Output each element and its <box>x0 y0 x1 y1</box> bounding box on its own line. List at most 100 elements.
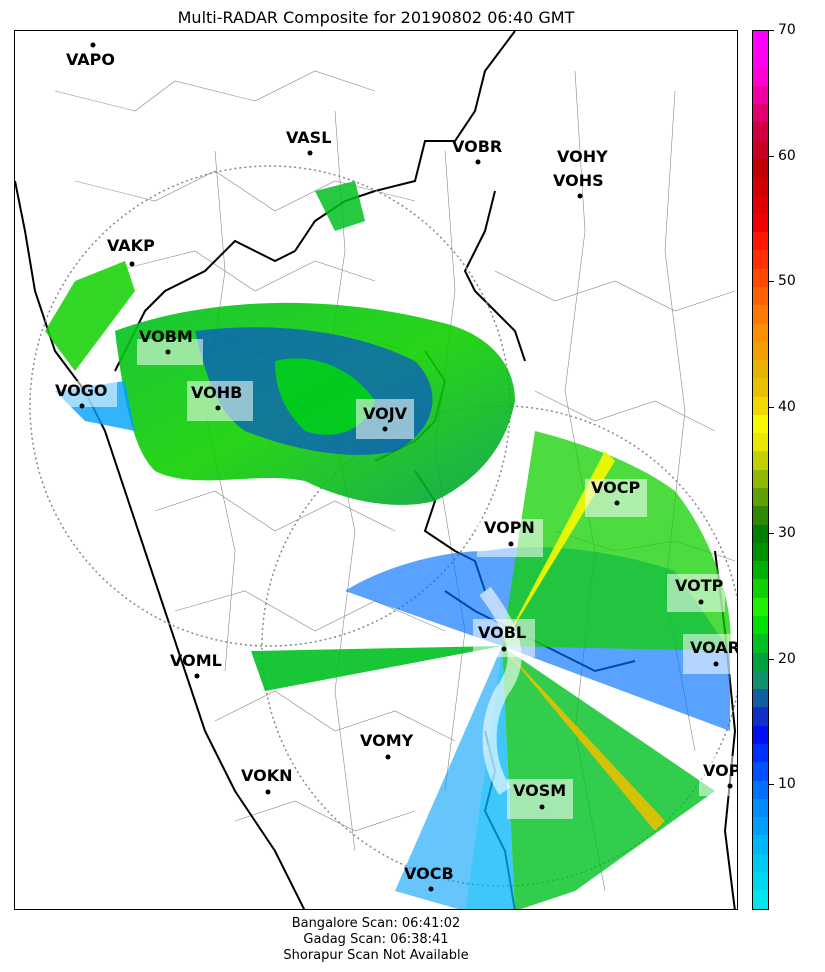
station-dot-vakp <box>129 261 135 267</box>
colorbar-tick-label: 70 <box>778 22 796 38</box>
colorbar-segment <box>753 707 768 726</box>
station-dot-vokn <box>265 789 271 795</box>
colorbar-segment <box>753 85 768 105</box>
colorbar-segment <box>753 835 768 854</box>
colorbar-segment <box>753 305 768 324</box>
station-dot-vasl <box>307 150 313 156</box>
colorbar-segment <box>753 451 768 470</box>
colorbar-segment <box>753 579 768 598</box>
colorbar-segment <box>753 195 768 214</box>
station-label-vohs: VOHS <box>553 171 604 190</box>
station-label-vobl: VOBL <box>478 623 526 642</box>
station-labels: VAPO VASL VOBR VOHY VOHS VAKP VOBM VOGO … <box>55 50 738 883</box>
colorbar-segment <box>753 268 768 287</box>
reflectivity-colorbar <box>752 30 769 910</box>
station-dot-vopc <box>727 783 733 789</box>
colorbar-segment <box>753 652 768 671</box>
station-dot-vopn <box>508 541 514 547</box>
radar-map-canvas: VAPO VASL VOBR VOHY VOHS VAKP VOBM VOGO … <box>15 31 738 909</box>
colorbar-segment <box>753 122 768 141</box>
radar-echoes <box>45 181 731 909</box>
station-label-vakp: VAKP <box>107 236 155 255</box>
colorbar-segment <box>753 140 768 159</box>
colorbar-segment <box>753 341 768 361</box>
colorbar-tick <box>769 30 774 31</box>
colorbar-segment <box>753 871 768 891</box>
colorbar-segment <box>753 689 768 708</box>
station-label-vocb: VOCB <box>404 864 454 883</box>
station-label-vokn: VOKN <box>241 766 293 785</box>
colorbar-segment <box>753 725 768 744</box>
scan-info-shorapur: Shorapur Scan Not Available <box>283 948 469 963</box>
colorbar-segment <box>753 31 768 50</box>
colorbar-segment <box>753 396 768 415</box>
colorbar-tick-label: 40 <box>778 399 796 416</box>
colorbar-segment <box>753 378 768 397</box>
colorbar-segment <box>753 104 768 123</box>
colorbar-segment <box>753 177 768 196</box>
station-dot-vohb <box>215 405 221 411</box>
colorbar-segment <box>753 158 768 178</box>
station-label-voml: VOML <box>170 651 222 670</box>
scan-info-bangalore: Bangalore Scan: 06:41:02 <box>291 916 461 931</box>
station-dot-votp <box>698 599 704 605</box>
station-dot-vogo <box>79 403 85 409</box>
colorbar-segment <box>753 250 768 269</box>
station-dot-vosm <box>539 804 545 810</box>
station-label-voar: VOAR <box>690 638 738 657</box>
radar-map[interactable]: VAPO VASL VOBR VOHY VOHS VAKP VOBM VOGO … <box>14 30 738 910</box>
colorbar-segment <box>753 542 768 562</box>
colorbar-segment <box>753 286 768 306</box>
colorbar-segment <box>753 817 768 836</box>
colorbar-tick-label: 10 <box>778 776 796 793</box>
station-label-vobr: VOBR <box>452 137 502 156</box>
colorbar-segment <box>753 670 768 690</box>
map-title: Multi-RADAR Composite for 20190802 06:40… <box>177 8 575 27</box>
station-label-vogo: VOGO <box>55 381 107 400</box>
station-label-vobm: VOBM <box>139 327 193 346</box>
colorbar-segment <box>753 414 768 434</box>
station-dot-voar <box>713 661 719 667</box>
colorbar-tick <box>769 281 774 283</box>
colorbar-tick-label: 50 <box>778 273 796 290</box>
colorbar-segment <box>753 323 768 342</box>
colorbar-segment <box>753 469 768 489</box>
colorbar-tick <box>769 784 774 786</box>
colorbar-segment <box>753 762 768 781</box>
colorbar-segment <box>753 232 768 251</box>
station-dot-vapo <box>90 42 96 48</box>
station-label-votp: VOTP <box>675 576 724 595</box>
colorbar-segment <box>753 597 768 616</box>
colorbar-tick <box>769 407 774 409</box>
colorbar-segment <box>753 67 768 86</box>
colorbar-tick <box>769 532 774 534</box>
station-label-vapo: VAPO <box>66 50 115 69</box>
colorbar-tick <box>769 658 774 660</box>
station-dot-vobm <box>165 349 171 355</box>
scan-info-gadag: Gadag Scan: 06:38:41 <box>303 932 449 947</box>
colorbar-tick-label: 60 <box>778 147 796 164</box>
colorbar-segment <box>753 506 768 525</box>
station-label-vosm: VOSM <box>513 781 566 800</box>
station-dot-vohs <box>577 193 583 199</box>
station-dot-vobr <box>475 159 481 165</box>
colorbar-segment <box>753 213 768 233</box>
colorbar-segment <box>753 890 768 909</box>
colorbar-segment <box>753 743 768 763</box>
station-label-vocp: VOCP <box>591 478 640 497</box>
colorbar-tick-label: 30 <box>778 524 796 541</box>
colorbar-segment <box>753 616 768 635</box>
colorbar-segment <box>753 634 768 653</box>
station-dot-vojv <box>382 426 388 432</box>
station-label-vojv: VOJV <box>363 404 408 423</box>
station-dot-vocp <box>614 500 620 506</box>
colorbar-segment <box>753 433 768 452</box>
station-label-boxes <box>51 339 737 819</box>
colorbar-segment <box>753 49 768 68</box>
station-label-vohb: VOHB <box>191 383 242 402</box>
station-dot-voml <box>194 673 200 679</box>
colorbar-segment <box>753 488 768 507</box>
station-dot-vomy <box>385 754 391 760</box>
colorbar-tick <box>769 155 774 157</box>
colorbar-segment <box>753 360 768 379</box>
